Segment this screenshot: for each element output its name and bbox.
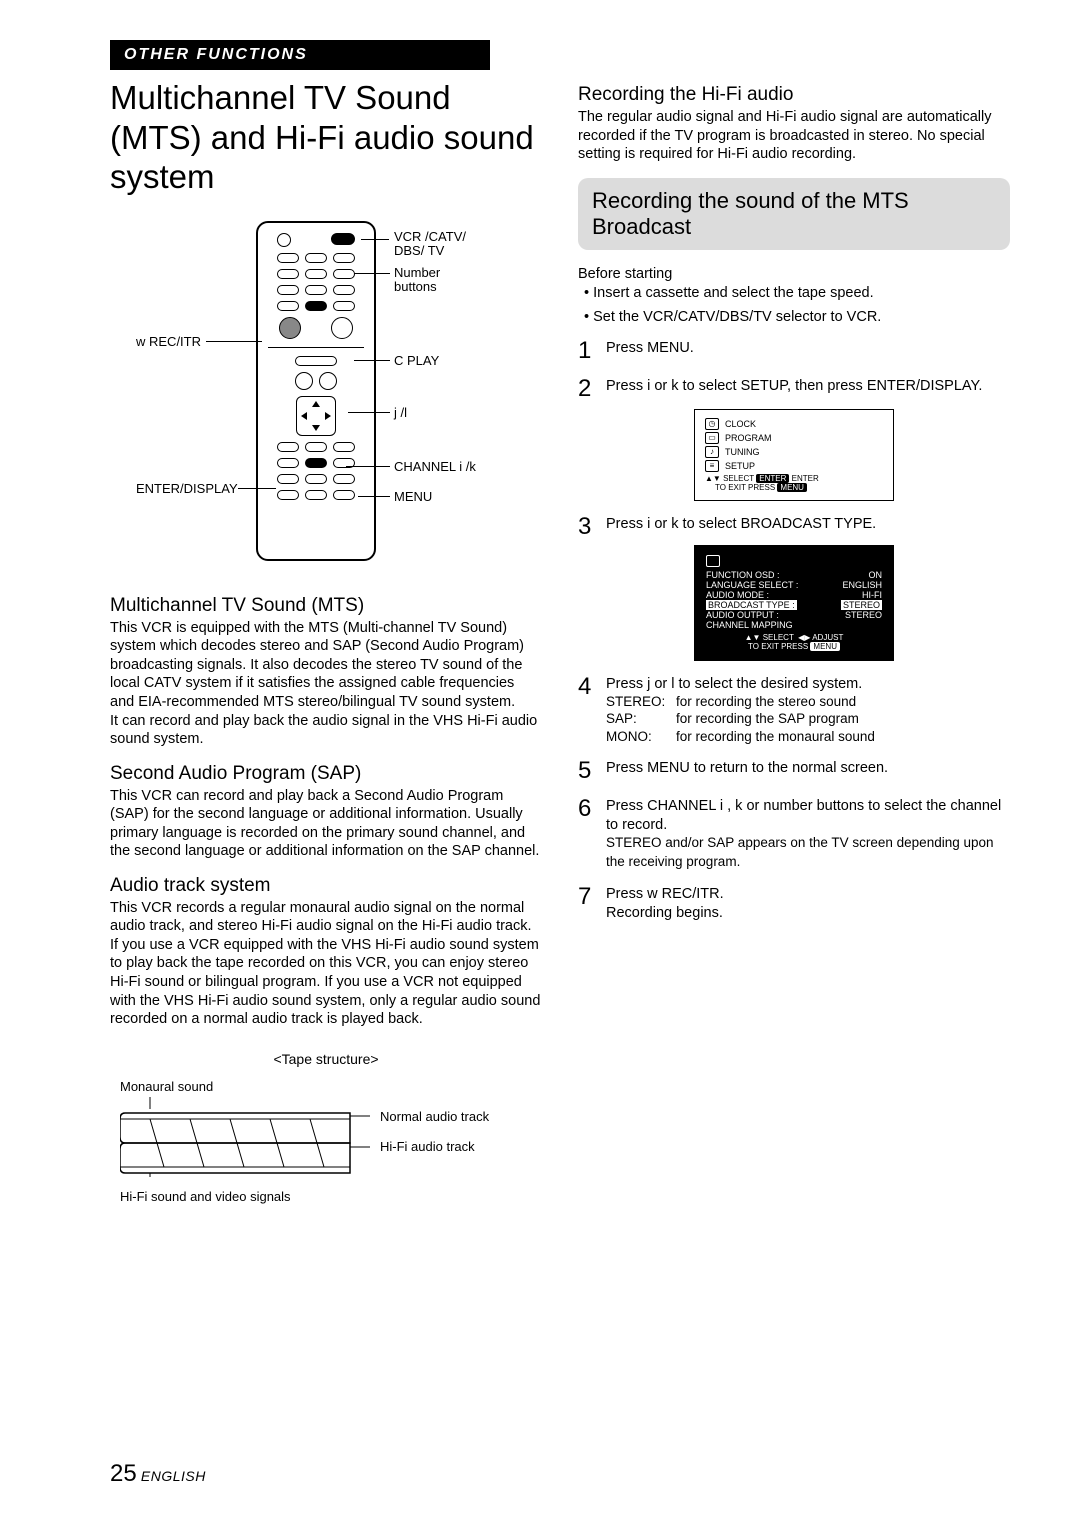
label-vcr: VCR /CATV/ (394, 229, 466, 244)
left-column: Multichannel TV Sound (MTS) and Hi-Fi au… (110, 78, 542, 1229)
step-4: Press j or l to select the desired syste… (606, 675, 1010, 745)
step-3: Press i or k to select BROADCAST TYPE. (606, 515, 1010, 539)
mts-heading: Multichannel TV Sound (MTS) (110, 595, 542, 617)
tuning-icon: ♪ (705, 446, 719, 458)
step-5: Press MENU to return to the normal scree… (606, 759, 1010, 783)
audio-body2: If you use a VCR equipped with the VHS H… (110, 936, 542, 1029)
tape-normal-label: Normal audio track (380, 1109, 489, 1124)
def-sap: SAP: (606, 710, 676, 727)
clock-icon: ◷ (705, 418, 719, 430)
before-starting: Before starting (578, 266, 1010, 282)
label-play: C PLAY (394, 353, 439, 368)
tape-title: <Tape structure> (110, 1051, 542, 1067)
rec-mts-heading: Recording the sound of the MTS Broadcast (578, 178, 1010, 250)
sap-heading: Second Audio Program (SAP) (110, 763, 542, 785)
step-num-6: 6 (578, 797, 596, 871)
step-num-3: 3 (578, 515, 596, 539)
label-rec: w REC/ITR (136, 334, 201, 349)
step-1: Press MENU. (606, 339, 1010, 363)
bullet2: • Set the VCR/CATV/DBS/TV selector to VC… (584, 309, 1010, 325)
page-title: Multichannel TV Sound (MTS) and Hi-Fi au… (110, 78, 542, 197)
label-numb: Number (394, 265, 440, 280)
step-6: Press CHANNEL i , k or number buttons to… (606, 797, 1010, 871)
label-btn: buttons (394, 279, 437, 294)
section-header: OTHER FUNCTIONS (110, 40, 490, 70)
mts-body: This VCR is equipped with the MTS (Multi… (110, 619, 542, 749)
def-mono: MONO: (606, 728, 676, 745)
program-icon: ▭ (705, 432, 719, 444)
rec-hifi-heading: Recording the Hi-Fi audio (578, 84, 1010, 106)
right-column: Recording the Hi-Fi audio The regular au… (578, 78, 1010, 1229)
audio-body1: This VCR records a regular monaural audi… (110, 899, 542, 936)
tape-mono-label: Monaural sound (120, 1079, 213, 1094)
step-7: Press w REC/ITR. Recording begins. (606, 885, 1010, 922)
tape-hifiv-label: Hi-Fi sound and video signals (120, 1189, 291, 1204)
step-num-7: 7 (578, 885, 596, 922)
sap-body: This VCR can record and play back a Seco… (110, 787, 542, 861)
step-2: Press i or k to select SETUP, then press… (606, 377, 1010, 401)
tape-hifi-label: Hi-Fi audio track (380, 1139, 475, 1154)
remote-diagram: w REC/ITR ENTER/DISPLAY VCR /CATV/ DBS/ … (110, 221, 542, 571)
tape-diagram: Monaural sound Normal audio track (120, 1079, 542, 1229)
label-menu: MENU (394, 489, 432, 504)
setup-icon: ≡ (705, 460, 719, 472)
page-number: 25 (110, 1460, 137, 1487)
audio-heading: Audio track system (110, 875, 542, 897)
page-language: ENGLISH (141, 1468, 206, 1484)
label-dbs: DBS/ TV (394, 243, 444, 258)
footer: 25 ENGLISH (110, 1460, 206, 1488)
label-chan: CHANNEL i /k (394, 459, 476, 474)
bullet1: • Insert a cassette and select the tape … (584, 285, 1010, 301)
step-num-5: 5 (578, 759, 596, 783)
def-stereo: STEREO: (606, 693, 676, 710)
osd-menu-2: FUNCTION OSD :ON LANGUAGE SELECT :ENGLIS… (694, 545, 894, 661)
label-enter: ENTER/DISPLAY (136, 481, 238, 496)
osd-menu-1: ◷CLOCK ▭PROGRAM ♪TUNING ≡SETUP ▲▼ SELECT… (694, 409, 894, 501)
step-num-1: 1 (578, 339, 596, 363)
label-jl: j /l (394, 405, 407, 420)
step-num-4: 4 (578, 675, 596, 745)
rec-hifi-body: The regular audio signal and Hi-Fi audio… (578, 108, 1010, 164)
step-num-2: 2 (578, 377, 596, 401)
